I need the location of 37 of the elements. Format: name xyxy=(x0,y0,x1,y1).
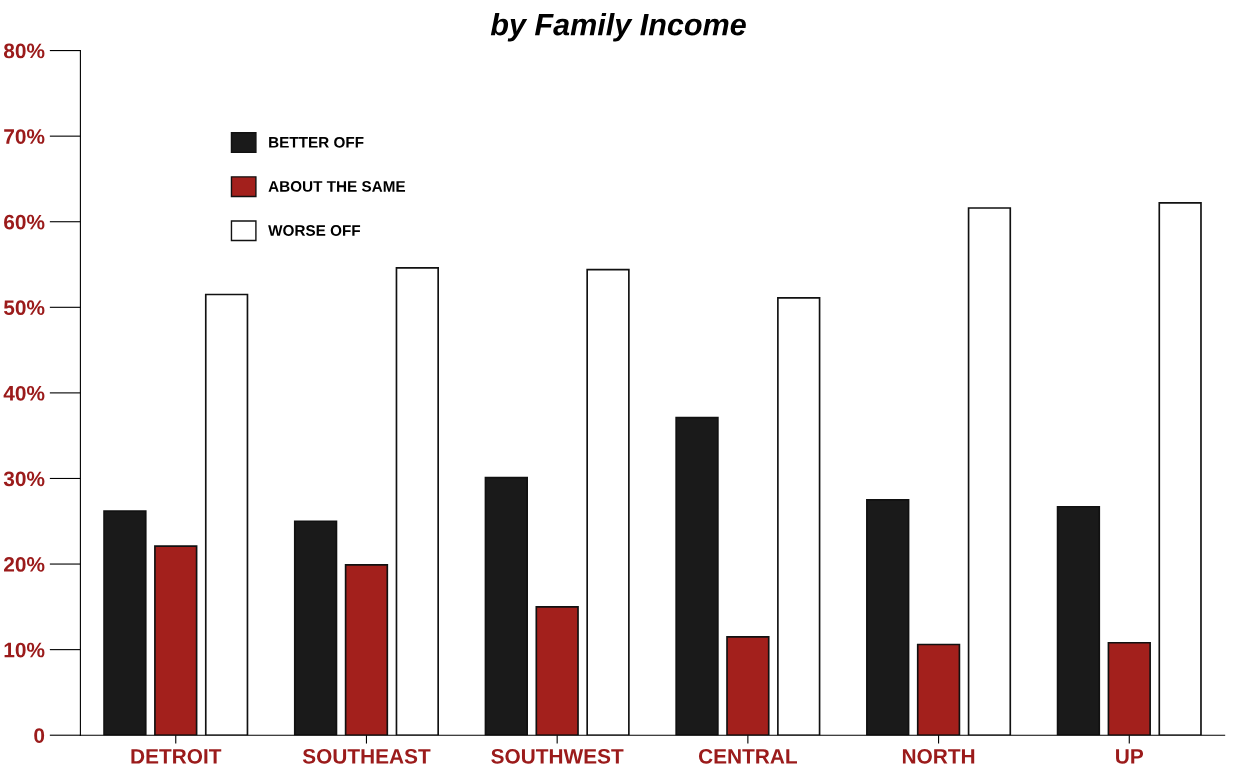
x-tick-label: UP xyxy=(1116,749,1144,764)
y-tick-label: 60% xyxy=(4,214,45,230)
bar xyxy=(1056,505,1101,736)
y-tick-label: 30% xyxy=(3,471,45,487)
y-tick-label: 70% xyxy=(4,129,45,144)
y-tick-label: 20% xyxy=(4,557,45,572)
bar xyxy=(204,293,249,736)
x-tick-label: SOUTHEAST xyxy=(302,748,431,764)
y-tick-label: 40% xyxy=(3,385,45,401)
legend-label: WORSE OFF xyxy=(268,225,361,236)
bar xyxy=(293,520,338,736)
bar xyxy=(586,268,630,736)
y-tick-label: 50% xyxy=(3,300,45,316)
y-tick-label: 0 xyxy=(34,728,45,743)
y-tick-label: 10% xyxy=(4,642,45,658)
x-tick-label: NORTH xyxy=(902,748,975,764)
legend-label: ABOUT THE SAME xyxy=(268,181,406,192)
bar xyxy=(535,606,579,736)
bar xyxy=(777,297,821,736)
bar xyxy=(344,564,389,736)
bar xyxy=(866,499,910,736)
bar xyxy=(1107,641,1151,736)
x-tick-label: DETROIT xyxy=(131,748,222,764)
x-tick-label: SOUTHWEST xyxy=(491,748,624,764)
bar xyxy=(154,545,198,736)
y-tick-label: 80% xyxy=(3,43,45,59)
legend-label: BETTER OFF xyxy=(269,136,364,148)
bar xyxy=(484,476,528,736)
x-tick-label: CENTRAL xyxy=(698,748,797,764)
bar xyxy=(726,635,770,736)
bar xyxy=(675,416,719,736)
bar xyxy=(916,643,961,736)
bar xyxy=(1158,202,1202,736)
bar xyxy=(103,510,147,736)
chart-subtitle: by Family Income xyxy=(490,12,746,42)
bar xyxy=(395,267,440,736)
bar xyxy=(967,207,1012,736)
